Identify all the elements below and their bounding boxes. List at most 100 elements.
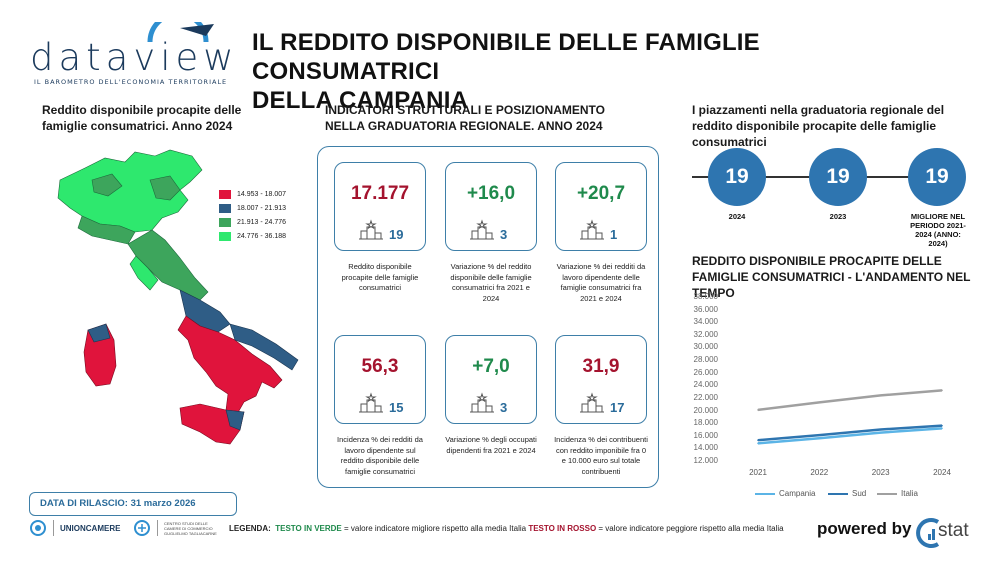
chart-legend-item: Sud [828,489,866,498]
unioncamere-icon [30,520,46,536]
legend-swatch [219,218,231,227]
release-date-badge: DATA DI RILASCIO: 31 marzo 2026 [29,492,237,516]
map-legend-item: 18.007 - 21.913 [219,204,286,213]
y-tick-label: 26.000 [693,367,718,377]
map-region-sicily-blue [225,409,245,431]
y-tick-label: 22.000 [693,392,718,402]
map-legend-item: 21.913 - 24.776 [219,218,286,227]
legend-label: 21.913 - 24.776 [237,219,287,226]
tagliacarne-label: CENTRO STUDI DELLE CAMERE DI COMMERCIO G… [164,520,217,536]
map-region-north-dark [77,173,181,245]
y-tick-label: 12.000 [693,456,718,465]
podium-icon [470,219,494,240]
legend-label: 14.953 - 18.007 [237,191,287,198]
indicator-value: +7,0 [472,356,510,377]
x-tick-label: 2024 [933,468,951,477]
legend-line [877,492,897,495]
ranking-label: 2024 [728,212,746,221]
trend-section-title: REDDITO DISPONIBILE PROCAPITE DELLE FAMI… [692,254,971,300]
podium-icon [359,219,383,240]
indicator-description: Reddito disponibile procapite delle fami… [341,262,419,292]
x-tick-label: 2023 [871,468,890,477]
istat-label: stat [938,520,969,541]
series-point-campania [757,442,759,445]
legend-label: Campania [779,489,816,498]
y-tick-label: 36.000 [693,304,718,314]
unioncamere-logo: UNIONCAMERE [29,519,120,537]
map-region-center-light [129,255,159,291]
indicator-card: +16,0 3 [445,162,537,251]
y-tick-label: 18.000 [693,418,718,428]
ranking-label: MIGLIORE NEL PERIODO 2021-2024 (ANNO: 20… [910,212,966,248]
series-point-italia [879,394,882,397]
series-point-campania [818,437,821,440]
italy-provinces-map [57,149,299,445]
indicator-description: Variazione % dei redditi da lavoro dipen… [556,262,646,303]
chart-legend-item: Campania [755,489,815,498]
podium-icon [359,392,383,413]
tagliacarne-icon [134,520,150,536]
logo-gauge-icon [147,22,214,43]
podium-icon [580,392,604,413]
indicator-card: +7,0 3 [445,335,537,424]
logo-word: dataview [30,36,239,79]
indicator-card: 31,9 17 [555,335,647,424]
page-title: IL REDDITO DISPONIBILE DELLE FAMIGLIE CO… [252,28,952,115]
legend-label: Sud [852,489,867,498]
series-point-italia [818,401,821,404]
ranking-section-title: I piazzamenti nella graduatoria regional… [692,103,945,149]
chart-legend-item: Italia [877,489,918,498]
footer-legend-red: TESTO IN ROSSO [528,524,597,533]
y-tick-label: 32.000 [693,329,718,339]
y-tick-label: 16.000 [693,430,718,440]
series-line-italia [757,389,943,412]
podium-icon [580,219,604,240]
x-tick-label: 2022 [810,468,829,477]
indicator-description: Variazione % degli occupati dipendenti f… [445,435,537,455]
map-region-south [177,315,283,417]
footer-legend-red-text: = valore indicatore peggiore rispetto al… [596,524,784,533]
indicator-value: +16,0 [466,183,516,204]
footer-legend-green: TESTO IN VERDE [275,524,342,533]
indicator-rank: 15 [389,400,404,415]
tagliacarne-logo: CENTRO STUDI DELLE CAMERE DI COMMERCIO G… [133,519,224,537]
legend-line [828,492,848,495]
y-tick-label: 14.000 [693,443,718,453]
map-legend-item: 14.953 - 18.007 [219,190,286,199]
legend-swatch [219,190,231,199]
map-region-sardinia [83,323,117,387]
indicator-card: 56,3 15 [334,335,426,424]
istat-icon [916,518,940,548]
indicator-description: Incidenza % dei contribuenti con reddito… [554,435,648,476]
legend-label: 24.776 - 36.188 [237,233,287,240]
legend-label: Italia [901,489,918,498]
ranking-circle: 19 [809,148,867,206]
indicator-value: 17.177 [350,183,410,204]
indicator-value: 31,9 [582,356,620,377]
x-tick-label: 2021 [749,468,767,477]
legend-swatch [219,204,231,213]
map-section-title: Reddito disponibile procapite delle fami… [42,103,242,133]
logo-tagline: IL BAROMETRO DELL'ECONOMIA TERRITORIALE [34,78,228,86]
legend-line [755,492,775,495]
map-legend-item: 24.776 - 36.188 [219,232,286,241]
indicator-rank: 3 [500,227,508,242]
series-point-sud [818,434,821,436]
series-point-italia [757,409,759,411]
istat-logo: stat [916,514,982,550]
map-region-sardinia-blue [87,323,111,343]
indicator-value: 56,3 [361,356,399,377]
legend-swatch [219,232,231,241]
series-point-sud [879,428,882,431]
y-tick-label: 20.000 [693,405,718,415]
indicator-card: +20,7 1 [555,162,647,251]
indicators-section-title: INDICATORI STRUTTURALI E POSIZIONAMENTO … [325,103,606,133]
series-line-sud [757,424,943,442]
indicator-rank: 3 [500,400,508,415]
series-point-campania [941,427,943,430]
page-title-line-2: DELLA CAMPANIA [252,87,469,114]
powered-by-label: powered by [817,519,912,538]
series-point-sud [757,439,759,441]
ranking-circle: 19 [908,148,966,206]
map-region-puglia [229,323,299,371]
